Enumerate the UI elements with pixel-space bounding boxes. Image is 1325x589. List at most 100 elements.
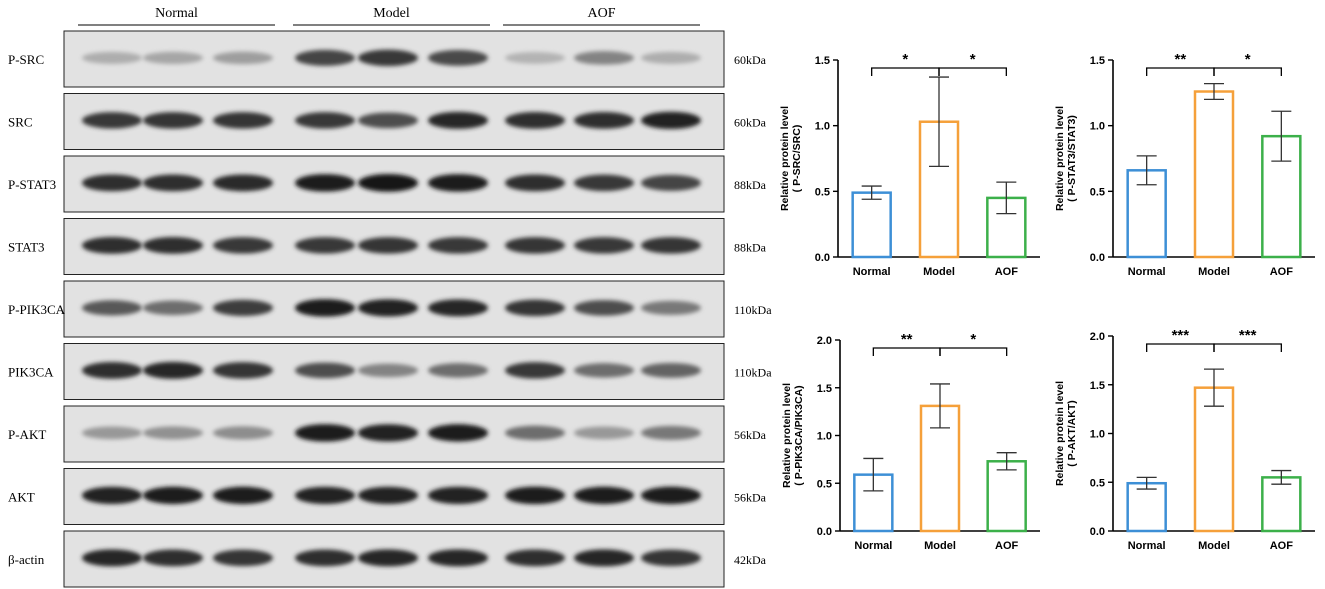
protein-band — [358, 49, 418, 67]
protein-band — [213, 426, 273, 440]
bar-model — [1193, 386, 1235, 533]
protein-band — [143, 112, 203, 129]
molecular-weight-label: 88kDa — [734, 178, 767, 192]
significance-stars: ** — [1174, 51, 1186, 68]
protein-band — [358, 363, 418, 378]
y-tick-label: 1.5 — [1090, 55, 1105, 67]
protein-band — [358, 424, 418, 442]
significance-bracket: *** — [1146, 327, 1215, 352]
group-header-normal: Normal — [155, 6, 198, 21]
protein-band — [574, 486, 634, 505]
protein-band — [641, 111, 701, 129]
bar-chart-4: 0.0 0.5 1.0 1.5 2.0 Relative protein level( P… — [1054, 327, 1315, 552]
significance-stars: *** — [1172, 327, 1190, 344]
molecular-weight-label: 42kDa — [734, 553, 767, 567]
category-label: AOF — [995, 540, 1019, 552]
protein-band — [641, 237, 701, 254]
protein-band — [295, 237, 355, 254]
category-label: AOF — [995, 266, 1019, 278]
y-axis-subtitle: ( P-AKT/AKT) — [1066, 400, 1078, 467]
y-tick-label: 0.0 — [817, 526, 832, 538]
blot-row: SRC 60kDa — [8, 93, 767, 150]
protein-band — [82, 236, 142, 254]
protein-band — [143, 300, 203, 316]
y-tick-label: 1.0 — [815, 121, 830, 133]
molecular-weight-label: 60kDa — [734, 116, 767, 130]
category-label: Model — [1198, 266, 1230, 278]
y-tick-label: 1.5 — [1090, 380, 1105, 392]
category-label: Normal — [853, 266, 891, 278]
protein-band — [295, 174, 355, 192]
protein-label: STAT3 — [8, 240, 45, 255]
y-tick-label: 0.0 — [1090, 526, 1105, 538]
protein-band — [574, 237, 634, 254]
significance-bracket: * — [939, 331, 1008, 356]
protein-band — [358, 486, 418, 504]
molecular-weight-label: 110kDa — [734, 366, 772, 380]
category-label: Normal — [1128, 540, 1166, 552]
protein-label: P-AKT — [8, 427, 46, 442]
molecular-weight-label: 56kDa — [734, 428, 767, 442]
protein-band — [82, 361, 142, 379]
protein-band — [574, 426, 634, 440]
protein-label: PIK3CA — [8, 365, 54, 380]
y-tick-label: 1.0 — [817, 431, 832, 443]
y-axis-subtitle: ( P-STAT3/STAT3) — [1066, 115, 1078, 202]
y-axis-title: Relative protein level — [779, 106, 791, 211]
blot-row: P-STAT3 88kDa — [8, 155, 767, 213]
protein-band — [82, 300, 142, 316]
y-axis-subtitle: ( P-SRC/SRC) — [791, 125, 803, 193]
category-label: Model — [1198, 540, 1230, 552]
y-tick-label: 2.0 — [1090, 331, 1105, 343]
protein-band — [295, 549, 355, 567]
significance-stars: * — [970, 51, 976, 68]
blot-row: P-PIK3CA 110kDa — [8, 280, 772, 338]
y-tick-label: 1.5 — [815, 55, 830, 67]
category-label: Model — [924, 540, 956, 552]
protein-band — [574, 300, 634, 316]
y-tick-label: 1.5 — [817, 383, 832, 395]
protein-band — [428, 237, 488, 254]
protein-band — [82, 112, 142, 129]
molecular-weight-label: 110kDa — [734, 303, 772, 317]
significance-bracket: * — [871, 51, 940, 76]
protein-band — [505, 362, 565, 379]
blot-row: P-SRC 60kDa — [8, 30, 767, 88]
protein-band — [428, 549, 488, 567]
significance-stars: ** — [901, 331, 913, 348]
group-header-aof: AOF — [587, 6, 615, 21]
bar-model — [1193, 90, 1235, 259]
protein-band — [428, 174, 488, 192]
protein-band — [428, 424, 488, 442]
protein-band — [143, 174, 203, 192]
protein-band — [358, 299, 418, 317]
protein-band — [213, 237, 273, 254]
protein-label: P-STAT3 — [8, 177, 56, 192]
protein-band — [641, 425, 701, 440]
protein-band — [505, 174, 565, 192]
protein-band — [213, 486, 273, 505]
blot-row: PIK3CA 110kDa — [8, 343, 772, 400]
protein-band — [213, 51, 273, 65]
protein-band — [82, 486, 142, 505]
significance-stars: *** — [1239, 327, 1257, 344]
significance-stars: * — [902, 51, 908, 68]
molecular-weight-label: 60kDa — [734, 53, 767, 67]
protein-band — [143, 236, 203, 254]
y-tick-label: 0.0 — [1090, 252, 1105, 264]
protein-band — [213, 362, 273, 379]
significance-stars: * — [1245, 51, 1251, 68]
protein-band — [213, 112, 273, 129]
protein-band — [295, 362, 355, 379]
protein-band — [213, 549, 273, 567]
y-tick-label: 0.5 — [1090, 477, 1105, 489]
protein-band — [641, 486, 701, 505]
bar-chart-1: 0.0 0.5 1.0 1.5 Relative protein level( P-SR… — [779, 51, 1040, 278]
y-axis-subtitle: ( P-PIK3CA/PIK3CA) — [793, 385, 805, 485]
protein-band — [574, 111, 634, 129]
protein-band — [505, 52, 565, 64]
protein-band — [428, 363, 488, 378]
significance-bracket: * — [1213, 51, 1282, 76]
blot-row: AKT 56kDa — [8, 468, 767, 525]
molecular-weight-label: 88kDa — [734, 241, 767, 255]
